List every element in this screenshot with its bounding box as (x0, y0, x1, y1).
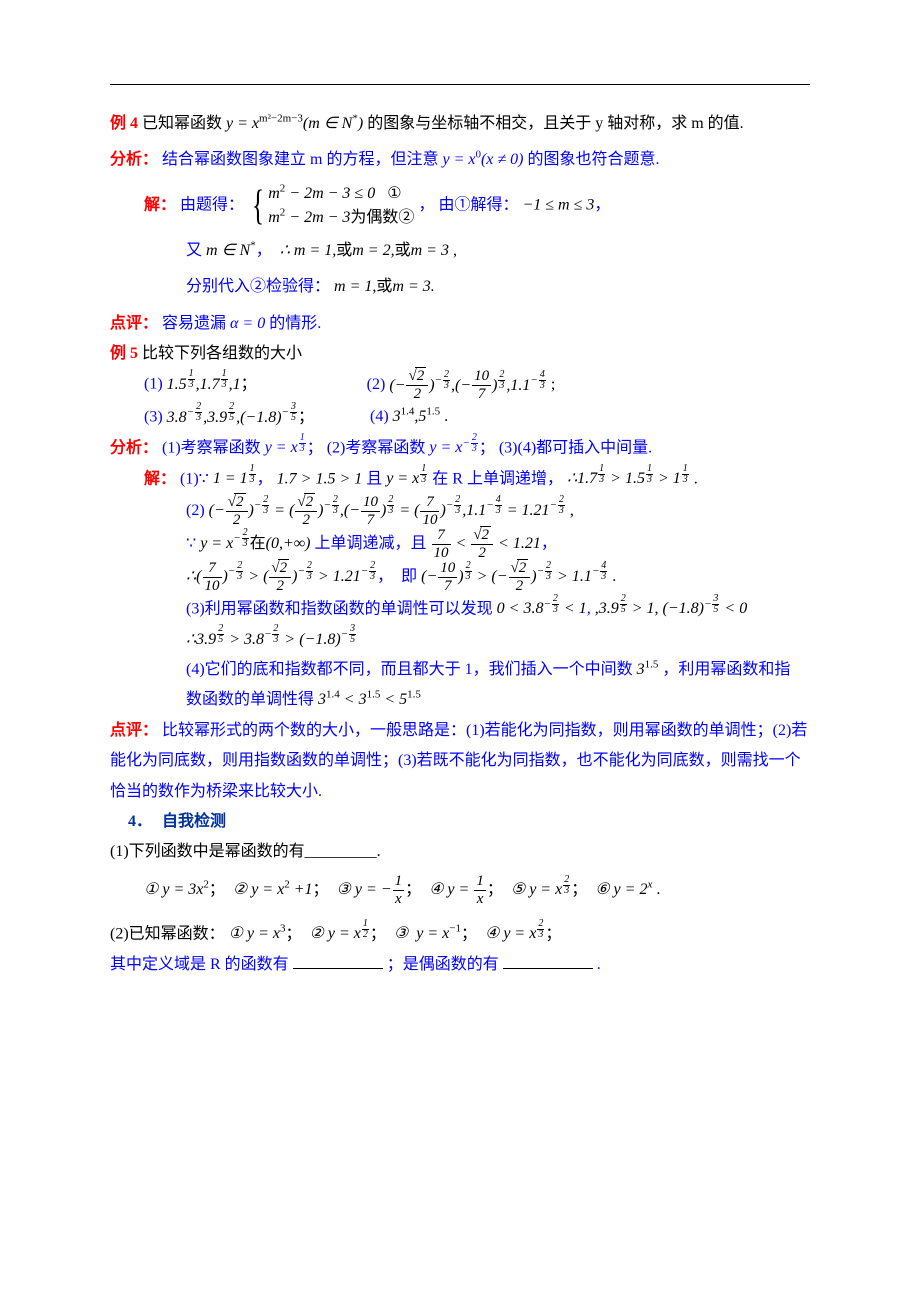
ex5-problem-text: 比较下列各组数的大小 (142, 345, 302, 362)
ex4-sol-line2: 又 m ∈ N*， ∴ m = 1,或m = 2,或m = 3 , (186, 236, 810, 266)
ex5-row1: (1) 1.513,1.713,1； (2) (−22)−23,(−107)23… (144, 369, 810, 402)
ex5-sol-2-1: (2) (−22)−23 = (22)−23,(−107)23 = (710)−… (186, 495, 810, 528)
ex4-comment-label: 点评： (110, 315, 158, 332)
ex5-sol-4-1: (4)它们的底和指数都不同，而且都大于 1，我们插入一个中间数 31.5 ，利用… (186, 655, 810, 685)
selftest-q1-items: ① y = 3x2； ② y = x2 +1； ③ y = −1x； ④ y =… (144, 874, 810, 907)
ex4-analysis: 分析： 结合幂函数图象建立 m 的方程，但注意 y = x0(x ≠ 0) 的图… (110, 145, 810, 175)
ex4-sol-mid: ， 由①解得： (418, 196, 518, 213)
ex4-sol-line1: 解： 由题得： { m2 − 2m − 3 ≤ 0 ① m2 − 2m − 3为… (144, 182, 810, 230)
ex4-problem-pre: 已知幂函数 (142, 115, 222, 132)
ex5-row2: (3) 3.8−23,3.925,(−1.8)−35； (4) 31.4,51.… (144, 402, 810, 433)
ex4-problem-post: 的图象与坐标轴不相交，且关于 y 轴对称，求 m 的值. (367, 115, 743, 132)
ex4-analysis-post: 的图象也符合题意. (528, 151, 660, 168)
ex4-sol-line3: 分别代入②检验得： m = 1,或m = 3. (186, 272, 810, 302)
selftest-title: 4． 自我检测 (128, 807, 810, 837)
ex5-comment: 点评： 比较幂形式的两个数的大小，一般思路是：(1)若能化为同指数，则用幂函数的… (110, 716, 810, 807)
ex5-sol-4-2: 数函数的单调性得 31.4 < 31.5 < 51.5 (186, 685, 810, 715)
ex4-problem: 例 4 已知幂函数 y = xm²−2m−3(m ∈ N*) 的图象与坐标轴不相… (110, 109, 810, 139)
selftest-q1: (1)下列函数中是幂函数的有_________. (110, 837, 810, 867)
ex5-sol-3-2: ∴3.925 > 3.8−23 > (−1.8)−35 (186, 624, 810, 655)
ex4-sol-label: 解： (144, 196, 176, 213)
ex5-analysis: 分析： (1)考察幂函数 y = x13； (2)考察幂函数 y = x−23；… (110, 433, 810, 464)
blank-1 (293, 952, 383, 969)
ex4-analysis-pre: 结合幂函数图象建立 m 的方程，但注意 (162, 151, 438, 168)
ex4-comment: 点评： 容易遗漏 α = 0 的情形. (110, 309, 810, 339)
ex5-sol-3-1: (3)利用幂函数和指数函数的单调性可以发现 0 < 3.8−23 < 1, ,3… (186, 594, 810, 625)
ex4-sol-pre: 由题得： (180, 196, 244, 213)
top-rule (110, 84, 810, 85)
ex4-label: 例 4 (110, 115, 138, 132)
ex5-sol-2-2: ∵ y = x−23在(0,+∞) 上单调递减，且 710 < 22 < 1.2… (186, 528, 810, 561)
ex5-problem: 例 5 比较下列各组数的大小 (110, 339, 810, 369)
selftest-q2-2: 其中定义域是 R 的函数有 ；是偶函数的有 . (110, 950, 810, 980)
ex5-sol-1: 解： (1)∵ 1 = 113， 1.7 > 1.5 > 1 且 y = x13… (144, 464, 810, 495)
ex5-label: 例 5 (110, 345, 138, 362)
selftest-q2-1: (2)已知幂函数： ① y = x3； ② y = x12； ③ y = x−1… (110, 919, 810, 950)
ex5-sol-2-3: ∴(710)−23 > (22)−23 > 1.21−23， 即 (−107)2… (186, 561, 810, 594)
ex4-analysis-label: 分析： (110, 151, 158, 168)
blank-2 (503, 952, 593, 969)
